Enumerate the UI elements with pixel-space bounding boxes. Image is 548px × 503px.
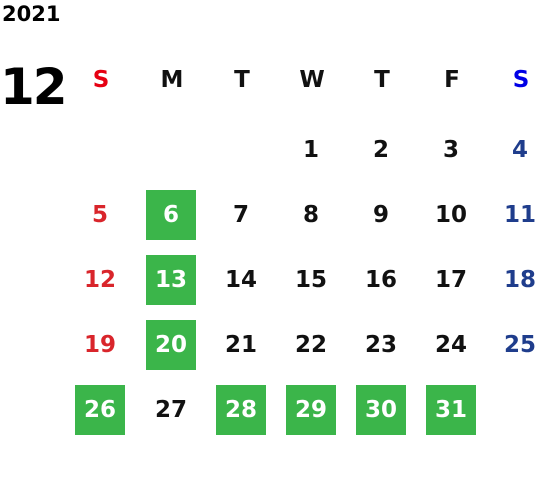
day: 1	[302, 137, 319, 163]
day: 14	[224, 267, 257, 293]
day: 2	[372, 137, 389, 163]
day: 15	[294, 267, 327, 293]
day: 11	[503, 202, 536, 228]
day: 4	[511, 137, 528, 163]
day: 10	[434, 202, 467, 228]
day: 25	[503, 332, 536, 358]
day: 21	[224, 332, 257, 358]
day: 3	[442, 137, 459, 163]
weekday-label: S	[92, 67, 110, 93]
weekday-label: W	[299, 67, 325, 93]
day: 27	[154, 397, 187, 423]
day: 5	[91, 202, 108, 228]
day: 18	[503, 267, 536, 293]
day: 23	[364, 332, 397, 358]
day: 12	[83, 267, 116, 293]
day: 17	[434, 267, 467, 293]
weekday-label: M	[160, 67, 184, 93]
highlighted-day: 29	[286, 385, 336, 435]
day: 9	[372, 202, 389, 228]
highlighted-day: 31	[426, 385, 476, 435]
day: 8	[302, 202, 319, 228]
day: 24	[434, 332, 467, 358]
highlighted-day: 13	[146, 255, 196, 305]
highlighted-day: 30	[356, 385, 406, 435]
day: 22	[294, 332, 327, 358]
weekday-label: T	[234, 67, 250, 93]
day: 7	[232, 202, 249, 228]
year: 2021	[2, 2, 61, 26]
month: 12	[0, 58, 68, 116]
highlighted-day: 28	[216, 385, 266, 435]
day: 16	[364, 267, 397, 293]
weekday-label: F	[444, 67, 460, 93]
day: 19	[83, 332, 116, 358]
highlighted-day: 20	[146, 320, 196, 370]
highlighted-day: 6	[146, 190, 196, 240]
weekday-label: S	[512, 67, 530, 93]
highlighted-day: 26	[75, 385, 125, 435]
weekday-label: T	[374, 67, 390, 93]
